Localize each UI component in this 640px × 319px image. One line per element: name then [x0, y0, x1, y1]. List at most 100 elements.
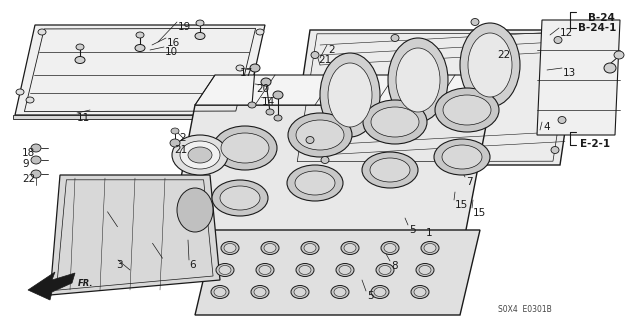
Ellipse shape [75, 56, 85, 63]
Ellipse shape [224, 243, 236, 253]
Text: 21: 21 [174, 145, 188, 155]
Ellipse shape [212, 180, 268, 216]
Ellipse shape [256, 263, 274, 277]
Text: 13: 13 [563, 68, 576, 78]
Text: 11: 11 [77, 113, 90, 123]
Ellipse shape [287, 165, 343, 201]
Ellipse shape [331, 286, 349, 299]
Text: 7: 7 [466, 177, 472, 187]
Ellipse shape [250, 64, 260, 72]
Text: FR.: FR. [78, 279, 93, 288]
Ellipse shape [376, 263, 394, 277]
Text: 22: 22 [22, 174, 35, 184]
Ellipse shape [362, 152, 418, 188]
Ellipse shape [196, 20, 204, 26]
Ellipse shape [334, 287, 346, 296]
Text: 2: 2 [179, 133, 186, 143]
Ellipse shape [266, 109, 274, 115]
Text: 1: 1 [426, 228, 433, 238]
Ellipse shape [339, 265, 351, 275]
Text: 3: 3 [116, 260, 123, 270]
Ellipse shape [273, 91, 283, 99]
Text: 15: 15 [455, 200, 468, 210]
Ellipse shape [396, 48, 440, 112]
Ellipse shape [336, 263, 354, 277]
Ellipse shape [320, 53, 380, 137]
Ellipse shape [221, 133, 269, 163]
Text: 19: 19 [178, 22, 191, 32]
Ellipse shape [236, 65, 244, 71]
Ellipse shape [391, 34, 399, 41]
Ellipse shape [411, 286, 429, 299]
Ellipse shape [31, 156, 41, 164]
Ellipse shape [264, 243, 276, 253]
Ellipse shape [261, 241, 279, 255]
Text: 10: 10 [165, 47, 178, 57]
Ellipse shape [31, 144, 41, 152]
Ellipse shape [341, 241, 359, 255]
Ellipse shape [251, 286, 269, 299]
Ellipse shape [311, 51, 319, 58]
Ellipse shape [614, 51, 624, 59]
Text: B-24-1: B-24-1 [578, 23, 616, 33]
Ellipse shape [296, 263, 314, 277]
Ellipse shape [558, 116, 566, 123]
Ellipse shape [26, 97, 34, 103]
Polygon shape [195, 230, 480, 315]
Ellipse shape [604, 63, 616, 73]
Ellipse shape [443, 95, 491, 125]
Ellipse shape [188, 147, 212, 163]
Ellipse shape [274, 115, 282, 121]
Ellipse shape [381, 241, 399, 255]
Ellipse shape [216, 263, 234, 277]
Ellipse shape [468, 33, 512, 97]
Ellipse shape [301, 241, 319, 255]
Ellipse shape [442, 145, 482, 169]
Ellipse shape [416, 263, 434, 277]
Ellipse shape [259, 265, 271, 275]
Ellipse shape [214, 287, 226, 296]
Text: 5: 5 [367, 291, 374, 301]
Text: 5: 5 [409, 225, 415, 235]
Ellipse shape [135, 44, 145, 51]
Ellipse shape [16, 89, 24, 95]
Text: 6: 6 [189, 260, 196, 270]
Ellipse shape [414, 287, 426, 296]
Ellipse shape [180, 141, 220, 169]
Ellipse shape [371, 107, 419, 137]
Ellipse shape [424, 243, 436, 253]
Ellipse shape [419, 265, 431, 275]
Ellipse shape [219, 265, 231, 275]
Text: 17: 17 [240, 68, 253, 78]
Text: 9: 9 [22, 159, 29, 169]
Ellipse shape [248, 102, 256, 108]
Ellipse shape [296, 120, 344, 150]
Ellipse shape [136, 32, 144, 38]
Ellipse shape [195, 33, 205, 40]
Polygon shape [50, 175, 220, 295]
Polygon shape [290, 30, 580, 165]
Ellipse shape [374, 287, 386, 296]
Ellipse shape [294, 287, 306, 296]
Ellipse shape [172, 135, 228, 175]
Text: 2: 2 [328, 45, 335, 55]
Ellipse shape [76, 44, 84, 50]
Ellipse shape [434, 139, 490, 175]
Text: B-24: B-24 [588, 13, 615, 23]
Ellipse shape [256, 29, 264, 35]
Ellipse shape [370, 158, 410, 182]
Ellipse shape [254, 287, 266, 296]
Ellipse shape [554, 36, 562, 43]
Ellipse shape [306, 137, 314, 144]
Ellipse shape [421, 241, 439, 255]
Ellipse shape [211, 286, 229, 299]
Text: 16: 16 [167, 38, 180, 48]
Text: S0X4  E0301B: S0X4 E0301B [498, 305, 552, 314]
Ellipse shape [171, 128, 179, 134]
Ellipse shape [388, 38, 448, 122]
Ellipse shape [304, 243, 316, 253]
Polygon shape [537, 20, 620, 135]
Ellipse shape [321, 157, 329, 164]
Ellipse shape [328, 63, 372, 127]
Ellipse shape [460, 23, 520, 107]
